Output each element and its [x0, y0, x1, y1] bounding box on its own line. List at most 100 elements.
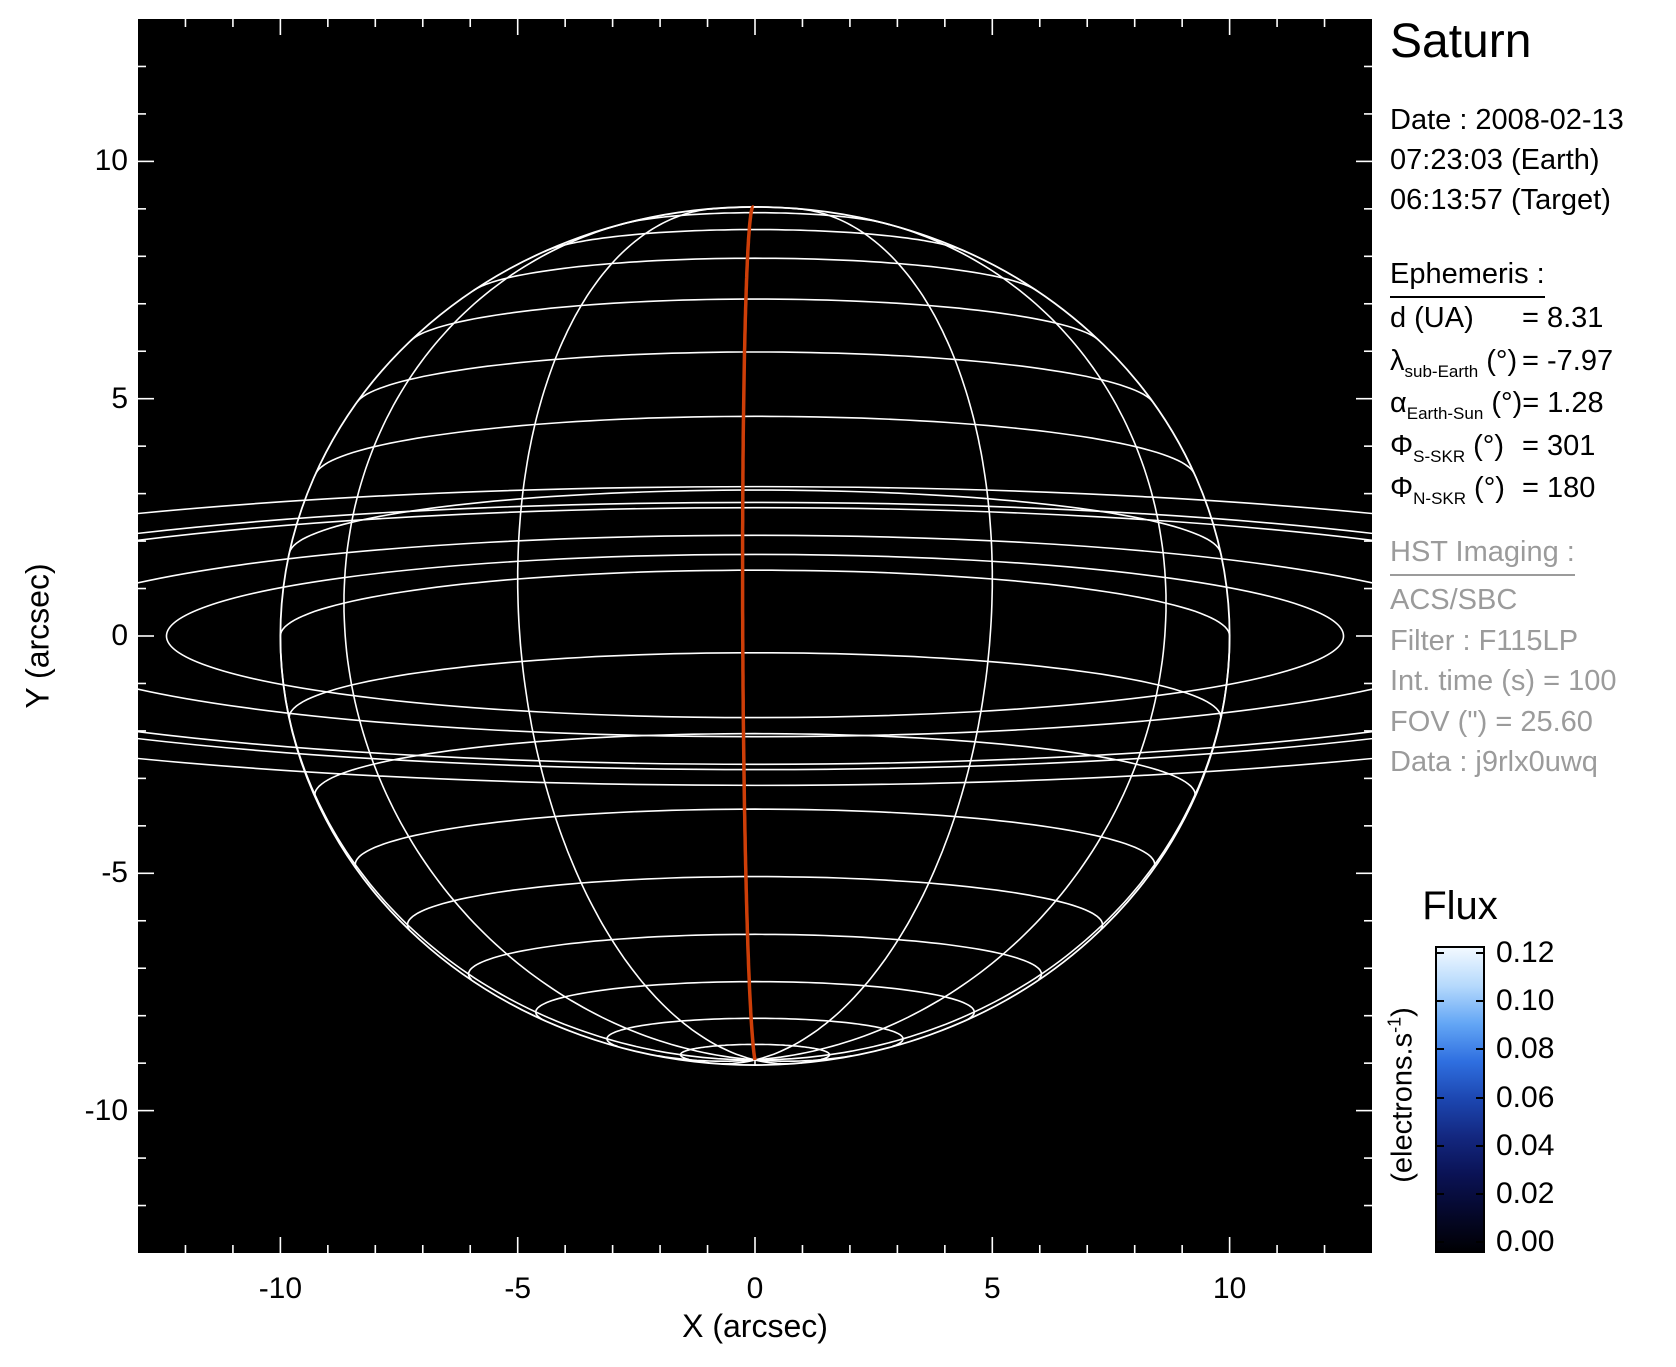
latitude-circle	[354, 808, 1156, 869]
observation-line: Date : 2008-02-13	[1390, 104, 1624, 136]
colorbar-tick-label: 0.00	[1496, 1225, 1555, 1259]
saturn-plot-canvas	[138, 19, 1372, 1253]
x-tick-label: 0	[746, 1272, 764, 1305]
hst-info-line: Filter : F115LP	[1390, 624, 1579, 657]
ephemeris-symbol: λ	[1390, 344, 1405, 377]
ephemeris-unit: (UA)	[1414, 302, 1474, 334]
latitude-circle	[279, 569, 1231, 637]
ring-ellipse	[165, 553, 1345, 719]
latitude-circle	[406, 875, 1104, 931]
central-meridian-line	[740, 205, 757, 1061]
y-axis-title: Y (arcsec)	[19, 563, 56, 709]
ring-ellipse	[138, 501, 1372, 771]
ephemeris-unit: (°)	[1486, 344, 1518, 377]
latitude-circle	[314, 732, 1196, 797]
ephemeris-value: = 301	[1522, 429, 1596, 462]
ephemeris-row: αEarth-Sun (°) = 1.28	[1390, 382, 1604, 435]
meridian-line	[343, 216, 756, 1061]
colorbar-unit-label: (electrons.s-1)	[1385, 1007, 1420, 1183]
plot-background	[138, 19, 1372, 1253]
hst-imaging-heading: HST Imaging :	[1390, 532, 1575, 576]
y-tick-label: -10	[84, 1093, 128, 1127]
ephemeris-heading: Ephemeris :	[1390, 254, 1545, 298]
colorbar-tick-label: 0.06	[1496, 1080, 1555, 1114]
colorbar-tick-mark	[1437, 1241, 1444, 1244]
latitude-circle	[288, 489, 1222, 553]
ephemeris-symbol: d	[1390, 302, 1407, 334]
colorbar-unit-post: )	[1386, 1007, 1419, 1017]
latitude-circle	[410, 298, 1100, 342]
ephemeris-value: = 1.28	[1522, 387, 1604, 419]
hst-info-line: Int. time (s) = 100	[1390, 665, 1617, 698]
latitude-circle	[606, 1017, 904, 1048]
colorbar-tick-mark	[1476, 1192, 1483, 1195]
hst-info-line: Data : j9rlx0uwq	[1390, 746, 1598, 779]
colorbar-tick-label: 0.10	[1496, 984, 1555, 1018]
colorbar-tick-mark	[1437, 952, 1444, 954]
meridian-line	[516, 207, 756, 1061]
latitude-circle	[288, 652, 1222, 718]
meridian-line	[754, 216, 1167, 1061]
colorbar-tick-mark	[1476, 1144, 1483, 1147]
ephemeris-quantity: ΦS-SKR (°)	[1390, 425, 1522, 478]
colorbar-tick-mark	[1476, 1000, 1483, 1003]
ephemeris-symbol-subscript: sub-Earth	[1404, 361, 1479, 381]
ephemeris-symbol-subscript: S-SKR	[1413, 446, 1466, 466]
y-tick-label: 10	[94, 144, 128, 178]
hst-info-line: ACS/SBC	[1390, 584, 1518, 616]
colorbar-tick-mark	[1476, 1096, 1483, 1099]
ephemeris-quantity: λsub-Earth (°)	[1390, 340, 1522, 393]
colorbar-title: Flux	[1422, 884, 1498, 928]
colorbar-tick-mark	[1437, 1048, 1444, 1051]
x-tick-label: 5	[983, 1272, 1001, 1305]
latitude-circle	[315, 415, 1195, 474]
ephemeris-symbol-subscript: Earth-Sun	[1406, 403, 1484, 423]
colorbar-tick-mark	[1476, 1048, 1483, 1051]
flux-colorbar	[1435, 946, 1485, 1253]
planet-limb	[279, 206, 1231, 1066]
ephemeris-unit: (°)	[1473, 429, 1505, 462]
y-tick-label: 5	[111, 381, 128, 415]
ephemeris-quantity: d (UA)	[1390, 297, 1522, 350]
ring-ellipse	[138, 534, 1372, 738]
meridian-line	[754, 207, 994, 1061]
ring-ellipse	[138, 506, 1372, 766]
colorbar-tick-mark	[1437, 1096, 1444, 1099]
x-tick-label: 10	[1212, 1272, 1247, 1305]
ephemeris-unit: (°)	[1474, 472, 1505, 504]
y-tick-label: 0	[111, 619, 128, 652]
latitude-circle	[472, 257, 1038, 292]
observation-line: 07:23:03 (Earth)	[1390, 144, 1600, 176]
colorbar-unit-sup: -1	[1384, 1016, 1405, 1033]
latitude-circle	[467, 933, 1043, 981]
latitude-circle	[534, 980, 976, 1021]
ephemeris-value: = 8.31	[1522, 302, 1604, 334]
ephemeris-value: = 180	[1522, 472, 1596, 504]
observation-line: 06:13:57 (Target)	[1390, 184, 1611, 216]
hst-info-line: FOV (") = 25.60	[1390, 705, 1593, 738]
y-tick-label: -5	[101, 856, 128, 890]
x-tick-label: -5	[504, 1272, 532, 1305]
ephemeris-unit: (°)	[1491, 387, 1523, 419]
colorbar-tick-label: 0.08	[1496, 1032, 1555, 1066]
colorbar-tick-mark	[1476, 1241, 1483, 1244]
colorbar-unit-pre: (electrons.s	[1386, 1032, 1419, 1183]
ephemeris-symbol: α	[1390, 387, 1407, 419]
ephemeris-row: ΦN-SKR (°) = 180	[1390, 467, 1595, 520]
ephemeris-symbol: Φ	[1390, 429, 1414, 462]
colorbar-tick-label: 0.04	[1496, 1128, 1555, 1162]
page-title: Saturn	[1390, 15, 1532, 68]
hst-imaging-heading-text: HST Imaging :	[1390, 532, 1575, 576]
x-tick-label: -10	[258, 1272, 303, 1305]
ephemeris-value: = -7.97	[1522, 344, 1614, 377]
ring-ellipse	[138, 485, 1372, 787]
ephemeris-quantity: αEarth-Sun (°)	[1390, 382, 1522, 435]
ephemeris-symbol-subscript: N-SKR	[1413, 488, 1467, 508]
ephemeris-symbol: Φ	[1390, 472, 1414, 504]
colorbar-tick-mark	[1476, 952, 1483, 954]
ephemeris-row: d (UA) = 8.31	[1390, 297, 1603, 350]
colorbar-tick-mark	[1437, 1000, 1444, 1003]
ephemeris-heading-text: Ephemeris :	[1390, 254, 1545, 298]
ephemeris-row: λsub-Earth (°) = -7.97	[1390, 340, 1613, 393]
